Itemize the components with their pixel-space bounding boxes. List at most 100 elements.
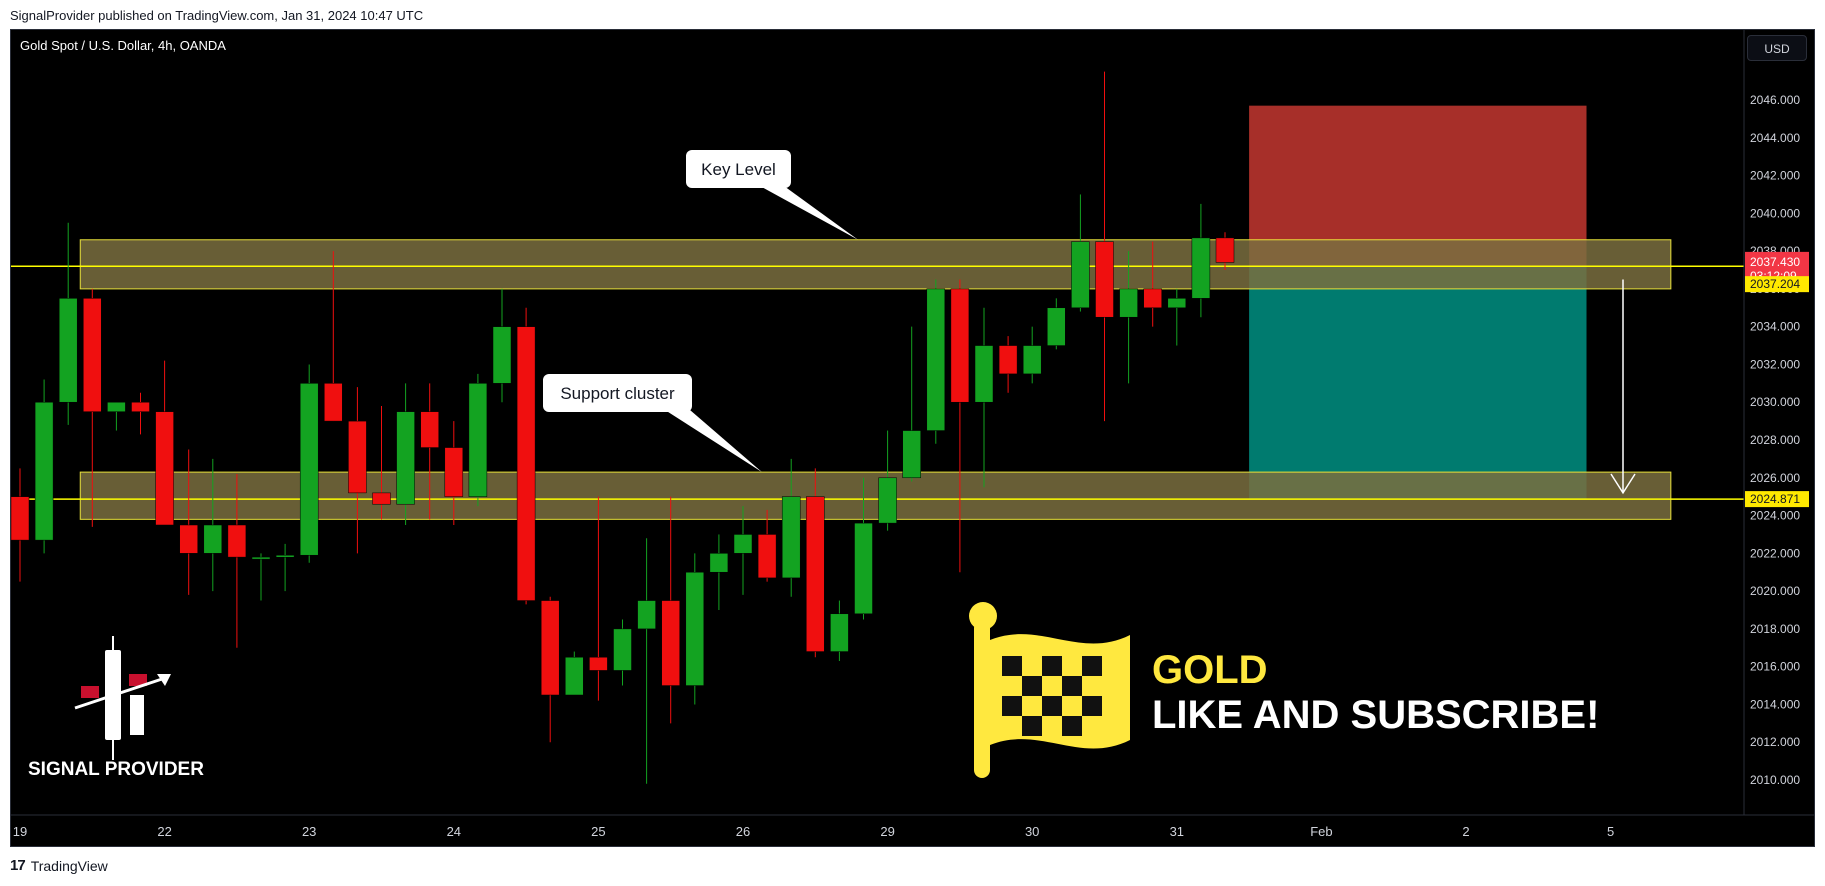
candle-body[interactable]: [950, 288, 970, 403]
publish-caption: SignalProvider published on TradingView.…: [10, 8, 424, 23]
price-tick-label: 2022.000: [1750, 546, 1800, 560]
logo-candle-right: [130, 695, 144, 735]
candle-body[interactable]: [492, 326, 512, 384]
candle-body[interactable]: [781, 496, 801, 579]
symbol-title[interactable]: Gold Spot / U.S. Dollar, 4h, OANDA: [20, 38, 226, 53]
candle-body[interactable]: [34, 401, 54, 541]
key-level-callout-pointer: [760, 186, 858, 240]
price-tick-label: 2030.000: [1750, 395, 1800, 409]
candle-body[interactable]: [468, 383, 488, 497]
logo-candle-red-right: [129, 674, 147, 686]
candle-body[interactable]: [251, 556, 271, 560]
price-tick-label: 2042.000: [1750, 169, 1800, 183]
candle-body[interactable]: [1119, 288, 1138, 318]
level-price-badge: [1745, 491, 1809, 508]
promo-flag-cloth: [990, 634, 1130, 749]
candle-body[interactable]: [1167, 298, 1187, 309]
candle-body[interactable]: [709, 553, 729, 573]
take-profit-zone[interactable]: [1249, 266, 1587, 500]
candle-body[interactable]: [348, 420, 367, 494]
candle-body[interactable]: [58, 298, 78, 403]
candle-body[interactable]: [589, 656, 608, 671]
time-tick-label: 25: [591, 824, 605, 839]
candle-body[interactable]: [299, 383, 319, 556]
candle-body[interactable]: [1095, 241, 1114, 318]
candle-body[interactable]: [1047, 307, 1066, 346]
price-axis[interactable]: [1744, 30, 1814, 815]
candle-body[interactable]: [733, 534, 753, 554]
price-tick-label: 2012.000: [1750, 735, 1800, 749]
logo-text: SIGNAL PROVIDER: [28, 759, 204, 780]
support-callout-pointer: [665, 410, 762, 473]
candle-body[interactable]: [203, 524, 223, 554]
candle-body[interactable]: [757, 534, 777, 579]
price-tick-label: 2040.000: [1750, 206, 1800, 220]
candle-body[interactable]: [227, 524, 247, 558]
projection-arrow-head[interactable]: [1610, 473, 1636, 495]
candle-body[interactable]: [83, 298, 102, 412]
candle-body[interactable]: [275, 554, 295, 558]
time-tick-label: 2: [1462, 824, 1469, 839]
zone-support-cluster[interactable]: [79, 471, 1672, 520]
candle-body[interactable]: [998, 345, 1018, 375]
candle-body[interactable]: [324, 383, 343, 422]
zone-key-level[interactable]: [79, 239, 1672, 290]
candle-body[interactable]: [179, 524, 198, 554]
currency-button[interactable]: USD: [1747, 35, 1807, 61]
tradingview-footer[interactable]: 17 TradingView: [10, 857, 108, 874]
logo-arrow-head-icon: [157, 674, 171, 686]
candle-body[interactable]: [1022, 345, 1042, 375]
support-callout-box[interactable]: [543, 374, 692, 412]
candle-body[interactable]: [1191, 237, 1211, 299]
candle-body[interactable]: [830, 613, 849, 652]
candle-body[interactable]: [974, 345, 994, 403]
candle-body[interactable]: [155, 411, 174, 526]
candle-body[interactable]: [372, 492, 391, 505]
time-tick-label: 26: [736, 824, 750, 839]
candle-body[interactable]: [107, 401, 126, 412]
candle-body[interactable]: [396, 411, 415, 505]
candle-body[interactable]: [637, 600, 656, 630]
candle-body[interactable]: [1215, 237, 1235, 263]
time-tick-label: 23: [302, 824, 316, 839]
promo-flag-checker: [1002, 696, 1022, 716]
price-tick-label: 2028.000: [1750, 433, 1800, 447]
candle-body[interactable]: [685, 571, 705, 686]
candle-body[interactable]: [1143, 288, 1162, 309]
time-tick-label: Feb: [1310, 824, 1332, 839]
candle-body[interactable]: [1071, 241, 1090, 309]
promo-subscribe-text: LIKE AND SUBSCRIBE!: [1152, 693, 1599, 737]
candle-body[interactable]: [926, 288, 946, 431]
candle-body[interactable]: [420, 411, 439, 448]
price-tick-label: 2032.000: [1750, 357, 1800, 371]
time-tick-label: 19: [13, 824, 27, 839]
candle-body[interactable]: [902, 430, 921, 479]
candle-body[interactable]: [444, 447, 464, 497]
candle-body[interactable]: [854, 522, 873, 615]
tradingview-logo-icon: 17: [10, 857, 26, 874]
candle-body[interactable]: [565, 656, 584, 696]
price-tick-label: 2026.000: [1750, 471, 1800, 485]
candle-body[interactable]: [613, 628, 632, 671]
candle-body[interactable]: [878, 477, 897, 524]
candle-body[interactable]: [11, 496, 30, 541]
promo-flag-checker: [1062, 716, 1082, 736]
candle-body[interactable]: [540, 600, 560, 696]
level-price-value: 2024.871: [1750, 492, 1800, 506]
promo-flag-checker: [1042, 656, 1062, 676]
key-level-callout-text: Key Level: [701, 160, 776, 179]
time-tick-label: 24: [447, 824, 461, 839]
candle-body[interactable]: [806, 496, 825, 652]
time-tick-label: 31: [1170, 824, 1184, 839]
candle-body[interactable]: [661, 600, 680, 686]
key-level-callout-box[interactable]: [686, 150, 791, 188]
promo-flag-pole: [974, 620, 990, 778]
candles-group: [11, 71, 1235, 784]
level-price-badge: [1745, 276, 1809, 293]
candle-body[interactable]: [516, 326, 536, 601]
price-tick-label: 2018.000: [1750, 622, 1800, 636]
price-tick-label: 2046.000: [1750, 93, 1800, 107]
candle-body[interactable]: [131, 401, 150, 412]
time-tick-label: 5: [1607, 824, 1614, 839]
